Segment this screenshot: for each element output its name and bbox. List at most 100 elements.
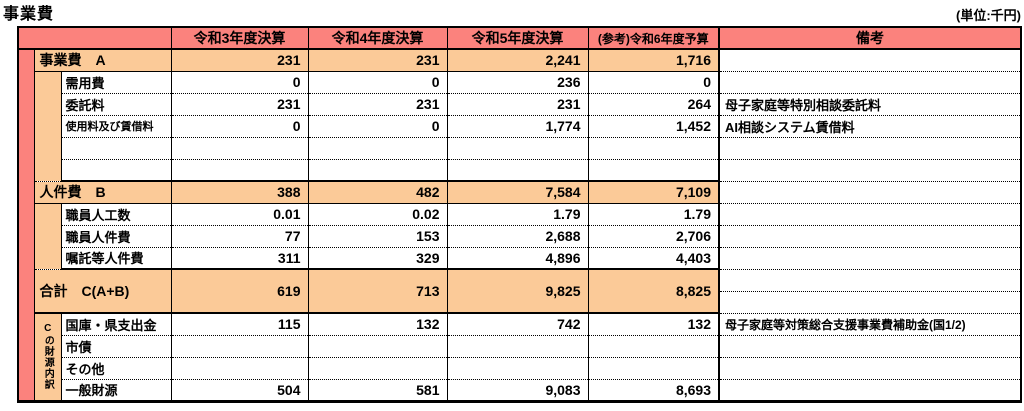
table-row-staff-personnel: 職員人件費 77 153 2,688 2,706 — [18, 225, 1021, 248]
value-cell: 2,706 — [588, 225, 720, 248]
row-label: 職員人件費 — [61, 225, 172, 248]
remark-cell — [719, 203, 1021, 226]
value-cell — [171, 357, 309, 380]
table-row-national-prefectural: Cの財源内訳 国庫・県支出金 115 132 742 132 母子家庭等対策総合… — [18, 313, 1021, 402]
value-cell: 9,083 — [447, 379, 589, 401]
value-cell — [308, 357, 448, 380]
column-header-remarks: 備考 — [719, 27, 1021, 50]
remark-cell — [719, 269, 1021, 314]
value-cell: 236 — [447, 71, 589, 94]
budget-table: 令和3年度決算 令和4年度決算 令和5年度決算 (参考)令和6年度予算 備考 事… — [17, 26, 1022, 403]
table-row-total: 合計 C(A+B) 619 713 9,825 8,825 — [18, 269, 1021, 314]
value-cell: 1,774 — [447, 115, 589, 138]
header-label-spacer — [18, 27, 172, 50]
value-cell — [588, 159, 720, 182]
value-cell: 231 — [308, 93, 448, 116]
value-cell: 77 — [171, 225, 309, 248]
value-cell: 0 — [308, 71, 448, 94]
row-label: 事業費 A — [34, 49, 172, 72]
value-cell: 115 — [171, 313, 309, 336]
remark-cell — [719, 379, 1021, 402]
value-cell: 132 — [588, 313, 720, 336]
value-cell: 7,584 — [447, 181, 589, 204]
table-row-municipal-bonds: 市債 — [18, 335, 1021, 358]
value-cell — [588, 335, 720, 358]
value-cell: 0 — [308, 115, 448, 138]
value-cell: 619 — [171, 269, 309, 314]
value-cell: 7,109 — [588, 181, 720, 204]
value-cell — [171, 137, 309, 160]
value-cell: 311 — [171, 247, 309, 270]
value-cell: 231 — [308, 49, 448, 72]
value-cell: 0.02 — [308, 203, 448, 226]
column-header-r3: 令和3年度決算 — [171, 27, 309, 50]
value-cell: 388 — [171, 181, 309, 204]
funding-breakdown-label: Cの財源内訳 — [42, 323, 54, 391]
table-row-contract-personnel: 嘱託等人件費 311 329 4,896 4,403 — [18, 247, 1021, 270]
row-label: 国庫・県支出金 — [61, 313, 172, 336]
value-cell: 0 — [171, 71, 309, 94]
value-cell: 264 — [588, 93, 720, 116]
value-cell: 2,241 — [447, 49, 589, 72]
value-cell: 1,716 — [588, 49, 720, 72]
value-cell: 231 — [171, 93, 309, 116]
column-header-r6: (参考)令和6年度予算 — [588, 27, 720, 50]
value-cell: 0 — [171, 115, 309, 138]
value-cell — [588, 357, 720, 380]
value-cell: 329 — [308, 247, 448, 270]
remark-cell — [719, 335, 1021, 358]
value-cell — [447, 357, 589, 380]
value-cell: 0 — [588, 71, 720, 94]
value-cell: 4,403 — [588, 247, 720, 270]
row-label: 使用料及び賃借料 — [61, 115, 172, 138]
value-cell — [588, 137, 720, 160]
remark-cell: AI相談システム賃借料 — [719, 115, 1021, 138]
table-row-other: その他 — [18, 357, 1021, 380]
row-label: 委託料 — [61, 93, 172, 116]
remark-divider — [720, 291, 1020, 292]
value-cell: 0.01 — [171, 203, 309, 226]
remark-cell — [719, 247, 1021, 270]
table-row-personnel-cost: 人件費 B 388 482 7,584 7,109 — [18, 181, 1021, 204]
value-cell: 9,825 — [447, 269, 589, 314]
row-label — [61, 137, 172, 160]
remark-cell — [719, 225, 1021, 248]
value-cell — [308, 335, 448, 358]
value-cell: 132 — [308, 313, 448, 336]
remark-cell — [719, 49, 1021, 72]
table-row-project-cost: 事業費 A 231 231 2,241 1,716 — [18, 49, 1021, 402]
remark-cell — [719, 71, 1021, 94]
table-row-usage-fees: 使用料及び賃借料 0 0 1,774 1,452 AI相談システム賃借料 — [18, 115, 1021, 138]
remark-cell: 母子家庭等特別相談委託料 — [719, 93, 1021, 116]
value-cell: 504 — [171, 379, 309, 401]
table-row-consignment: 委託料 231 231 231 264 母子家庭等特別相談委託料 — [18, 93, 1021, 116]
table-row-supplies: 需用費 0 0 236 0 — [18, 71, 1021, 182]
value-cell — [308, 159, 448, 182]
remark-cell — [719, 181, 1021, 204]
row-label — [61, 159, 172, 182]
value-cell — [308, 137, 448, 160]
funding-breakdown-strip: Cの財源内訳 — [34, 313, 62, 402]
value-cell — [447, 137, 589, 160]
row-label: 合計 C(A+B) — [34, 269, 172, 314]
value-cell: 231 — [447, 93, 589, 116]
row-label: 需用費 — [61, 71, 172, 94]
value-cell: 581 — [308, 379, 448, 401]
page-title: 事業費 — [3, 6, 55, 23]
value-cell: 8,825 — [588, 269, 720, 314]
value-cell: 1.79 — [447, 203, 589, 226]
table-row-empty — [18, 159, 1021, 182]
remark-cell: 母子家庭等対策総合支援事業費補助金(国1/2) — [719, 313, 1021, 336]
row-label: その他 — [61, 357, 172, 380]
value-cell: 742 — [447, 313, 589, 336]
group-indent-strip — [34, 203, 62, 270]
value-cell: 8,693 — [588, 379, 720, 401]
column-header-r5: 令和5年度決算 — [447, 27, 589, 50]
remark-cell — [719, 137, 1021, 160]
header-row: 令和3年度決算 令和4年度決算 令和5年度決算 (参考)令和6年度予算 備考 — [18, 27, 1021, 50]
value-cell — [171, 159, 309, 182]
row-label: 嘱託等人件費 — [61, 247, 172, 270]
row-label: 一般財源 — [61, 379, 172, 401]
row-label: 人件費 B — [34, 181, 172, 204]
